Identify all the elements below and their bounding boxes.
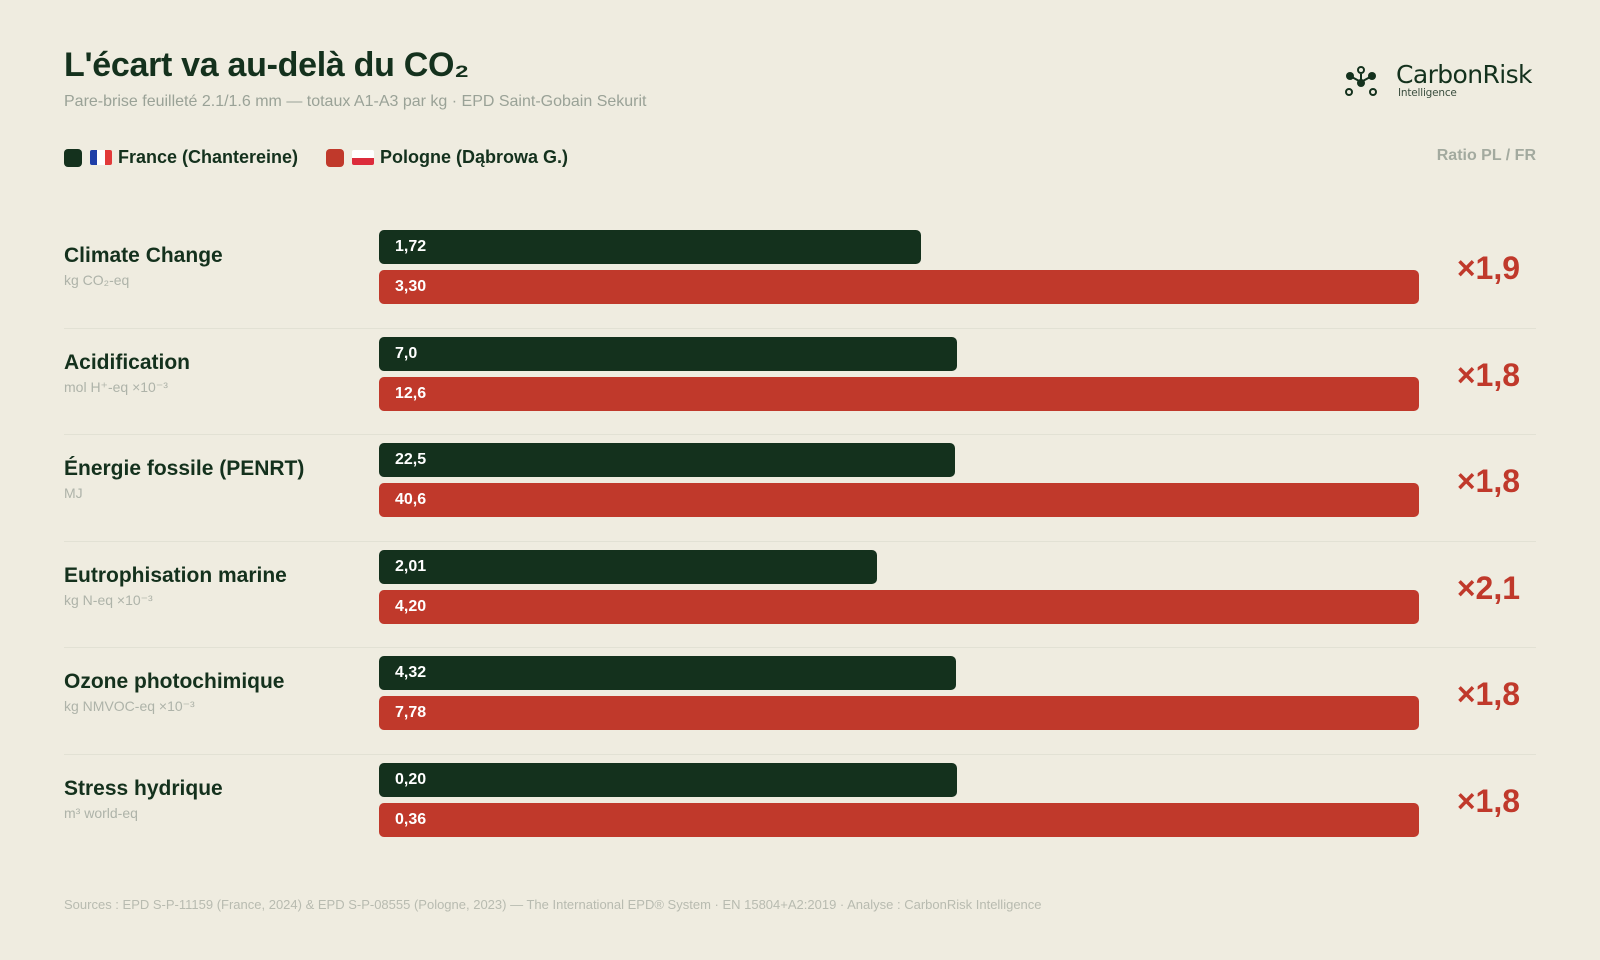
page-title: L'écart va au-delà du CO₂ — [64, 46, 469, 84]
bar-france: 22,5 — [379, 443, 956, 477]
category-unit: mol H⁺-eq ×10⁻³ — [64, 378, 168, 395]
bar-value-label-france: 7,0 — [395, 344, 418, 362]
chart-row: Énergie fossile (PENRT) MJ 22,5 40,6 ×1,8 — [64, 435, 1536, 542]
legend-item-france: France (Chantereine) — [64, 147, 298, 168]
category-unit: MJ — [64, 485, 83, 501]
flag-poland-icon — [352, 150, 375, 165]
category-label: Énergie fossile (PENRT) — [64, 457, 305, 480]
footer-sources: Sources : EPD S-P-11159 (France, 2024) &… — [64, 897, 1042, 912]
ratio-value: ×2,1 — [1456, 569, 1520, 606]
ratio-value: ×1,9 — [1456, 250, 1520, 286]
bar-france: 7,0 — [379, 336, 957, 371]
legend-item-pologne: Pologne (Dąbrowa G.) — [326, 147, 568, 168]
chart-row: Eutrophisation marine kg N-eq ×10⁻³ 2,01 4,… — [64, 542, 1536, 648]
logo-name: CarbonRisk — [1396, 60, 1532, 89]
bar-france: 1,72 — [379, 230, 922, 264]
category-label: Ozone photochimique — [64, 670, 285, 693]
bar-france: 4,32 — [379, 656, 957, 690]
legend-swatch-pologne — [326, 148, 345, 167]
ratio-value: ×1,8 — [1456, 782, 1520, 819]
flag-france-icon — [90, 150, 112, 165]
bar-pologne: 3,30 — [379, 270, 1419, 304]
chart-row: Stress hydrique m³ world-eq 0,20 0,36 ×1,8 — [64, 755, 1536, 861]
bar-value-label-pologne: 7,78 — [395, 704, 427, 721]
bar-value-label-pologne: 40,6 — [395, 491, 427, 508]
chart-row: Climate Change kg CO₂-eq 1,72 3,30 ×1,9 — [64, 222, 1536, 329]
page-subtitle: Pare-brise feuilleté 2.1/1.6 mm — totaux… — [64, 93, 647, 110]
bar-value-label-pologne: 0,36 — [395, 810, 427, 828]
legend-label-france: France (Chantereine) — [118, 147, 299, 167]
molecule-network-icon — [1345, 66, 1377, 96]
legend: France (Chantereine) Pologne (Dąbrowa G.… — [64, 147, 596, 168]
logo: CarbonRisk Intelligence — [1344, 60, 1544, 104]
legend-swatch-france — [64, 148, 82, 167]
bar-value-label-france: 2,01 — [395, 557, 427, 575]
bar-pologne: 4,20 — [379, 589, 1419, 624]
bar-value-label-pologne: 3,30 — [395, 278, 427, 295]
category-label: Stress hydrique — [64, 776, 223, 800]
bar-chart: Climate Change kg CO₂-eq 1,72 3,30 ×1,9 Acidi… — [64, 222, 1536, 860]
chart-row: Ozone photochimique kg NMVOC-eq ×10⁻³ 4,32… — [64, 648, 1536, 755]
bar-value-label-france: 22,5 — [395, 451, 427, 468]
legend-label-pologne: Pologne (Dąbrowa G.) — [380, 147, 569, 167]
category-unit: kg CO₂-eq — [64, 272, 130, 288]
logo-tagline: Intelligence — [1398, 87, 1457, 99]
category-label: Acidification — [64, 350, 191, 374]
bar-value-label-france: 1,72 — [395, 238, 427, 255]
category-label: Eutrophisation marine — [64, 563, 287, 587]
bar-value-label-pologne: 4,20 — [395, 597, 427, 615]
bar-pologne: 7,78 — [379, 696, 1419, 730]
category-label: Climate Change — [64, 244, 223, 267]
bar-value-label-france: 4,32 — [395, 664, 427, 681]
bar-pologne: 40,6 — [379, 483, 1419, 517]
bar-pologne: 12,6 — [379, 376, 1419, 411]
ratio-column-header: Ratio PL / FR — [1436, 147, 1536, 164]
category-unit: kg NMVOC-eq ×10⁻³ — [64, 698, 195, 714]
ratio-value: ×1,8 — [1456, 676, 1520, 712]
bar-value-label-france: 0,20 — [395, 770, 427, 788]
ratio-value: ×1,8 — [1456, 463, 1520, 499]
bar-value-label-pologne: 12,6 — [395, 384, 427, 402]
category-unit: kg N-eq ×10⁻³ — [64, 591, 153, 608]
bar-pologne: 0,36 — [379, 802, 1419, 837]
ratio-value: ×1,8 — [1456, 356, 1520, 393]
bar-france: 2,01 — [379, 549, 877, 584]
chart-row: Acidification mol H⁺-eq ×10⁻³ 7,0 12,6 ×1,8 — [64, 329, 1536, 435]
category-unit: m³ world-eq — [64, 804, 138, 821]
bar-france: 0,20 — [379, 762, 957, 797]
